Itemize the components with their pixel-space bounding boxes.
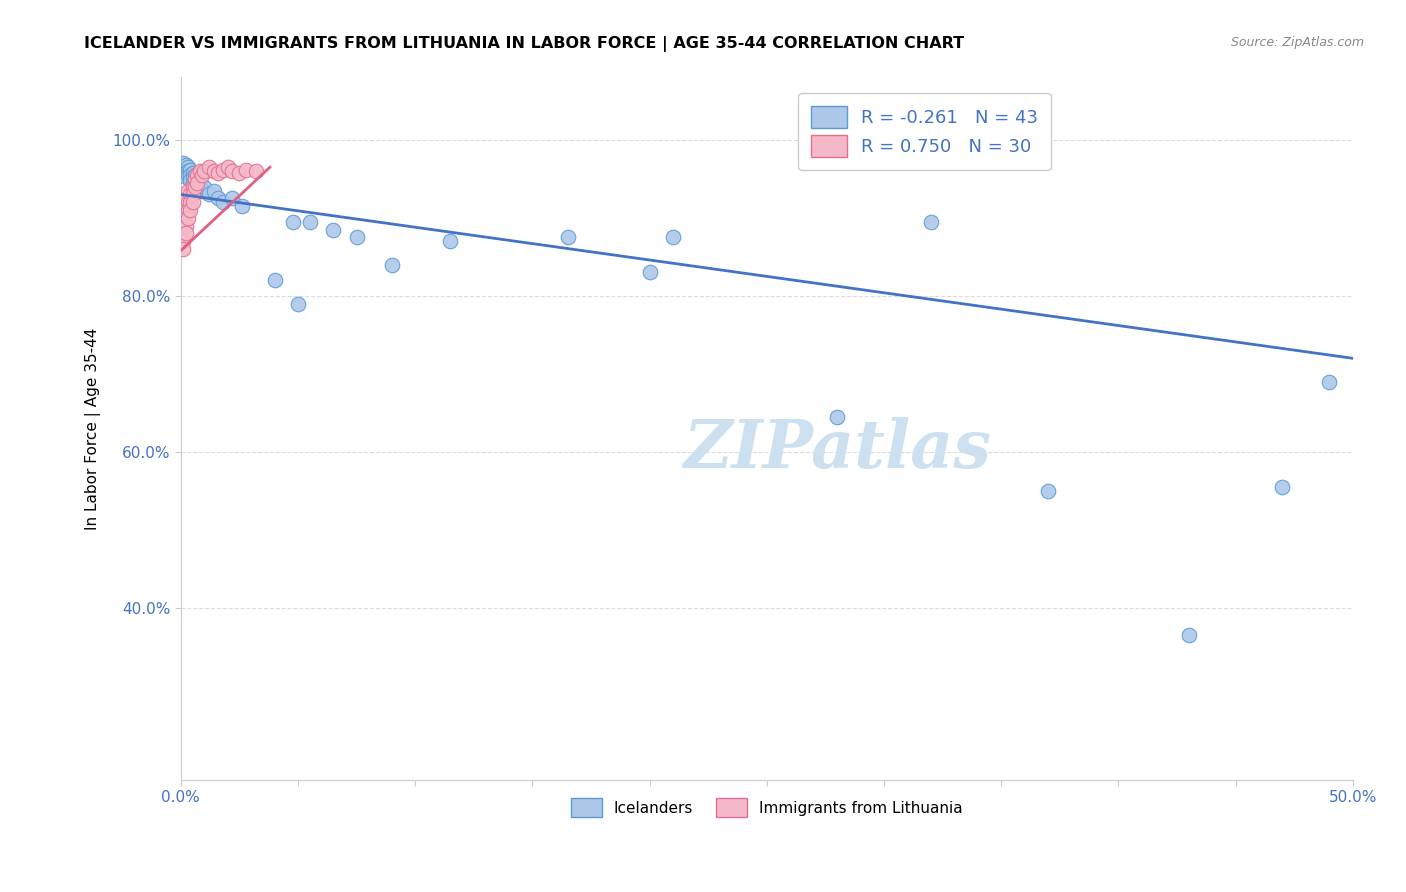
Point [181, 195, 204, 210]
Point [920, 215, 942, 229]
Point [172, 242, 194, 256]
Point [188, 164, 211, 178]
Point [212, 195, 235, 210]
Point [231, 199, 253, 213]
Point [1317, 375, 1340, 389]
Point [186, 168, 208, 182]
Point [198, 160, 221, 174]
Point [207, 191, 229, 205]
Point [177, 195, 200, 210]
Point [322, 222, 344, 236]
Point [179, 173, 201, 187]
Point [179, 203, 201, 218]
Point [298, 215, 321, 229]
Point [228, 166, 250, 180]
Point [177, 184, 200, 198]
Legend: Icelanders, Immigrants from Lithuania: Icelanders, Immigrants from Lithuania [564, 790, 970, 824]
Point [186, 179, 208, 194]
Point [177, 203, 200, 218]
Point [346, 230, 368, 244]
Point [212, 162, 235, 177]
Point [217, 160, 239, 174]
Point [198, 187, 221, 202]
Point [181, 179, 204, 194]
Point [662, 230, 685, 244]
Point [179, 162, 201, 177]
Point [193, 179, 215, 194]
Point [179, 187, 201, 202]
Y-axis label: In Labor Force | Age 35-44: In Labor Force | Age 35-44 [86, 327, 101, 530]
Text: ICELANDER VS IMMIGRANTS FROM LITHUANIA IN LABOR FORCE | AGE 35-44 CORRELATION CH: ICELANDER VS IMMIGRANTS FROM LITHUANIA I… [84, 36, 965, 52]
Point [1271, 480, 1294, 494]
Point [181, 166, 204, 180]
Point [177, 164, 200, 178]
Point [181, 187, 204, 202]
Point [202, 184, 225, 198]
Point [181, 170, 204, 185]
Point [172, 162, 194, 177]
Point [1177, 628, 1199, 642]
Text: ZIPatlas: ZIPatlas [683, 417, 991, 482]
Point [263, 273, 285, 287]
Point [177, 168, 200, 182]
Point [184, 173, 207, 187]
Point [191, 184, 214, 198]
Point [172, 156, 194, 170]
Text: Source: ZipAtlas.com: Source: ZipAtlas.com [1230, 36, 1364, 49]
Point [174, 170, 197, 185]
Point [1036, 483, 1059, 498]
Point [184, 168, 207, 182]
Point [825, 409, 848, 424]
Point [235, 162, 257, 177]
Point [177, 160, 200, 174]
Point [638, 265, 661, 279]
Point [221, 191, 243, 205]
Point [174, 219, 197, 233]
Point [202, 164, 225, 178]
Point [174, 227, 197, 241]
Point [439, 234, 461, 248]
Point [174, 166, 197, 180]
Point [177, 211, 200, 225]
Point [186, 176, 208, 190]
Point [174, 158, 197, 172]
Point [184, 172, 207, 186]
Point [172, 234, 194, 248]
Point [207, 166, 229, 180]
Point [191, 168, 214, 182]
Point [193, 164, 215, 178]
Point [245, 164, 267, 178]
Point [179, 195, 201, 210]
Point [181, 176, 204, 190]
Point [287, 296, 309, 310]
Point [283, 215, 305, 229]
Point [179, 168, 201, 182]
Point [221, 164, 243, 178]
Point [557, 230, 579, 244]
Point [188, 176, 211, 190]
Point [381, 258, 404, 272]
Point [184, 179, 207, 194]
